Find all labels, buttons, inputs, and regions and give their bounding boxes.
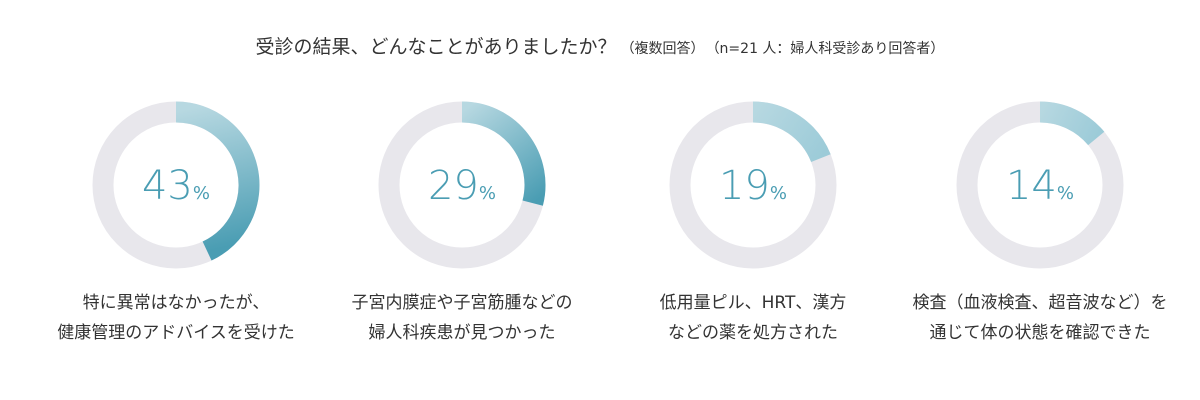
chart-title: 受診の結果、どんなことがありましたか？ （複数回答） （n=21 人：婦人科受診あり…	[0, 32, 1200, 59]
title-sample: （n=21 人：婦人科受診あり回答者）	[712, 41, 945, 57]
label-line: 婦人科疾患が見つかった	[368, 323, 556, 343]
donut-value-arc	[175, 101, 260, 261]
label-line: 検査（血液検査、超音波など）を	[912, 293, 1168, 313]
label-line: 特に異常はなかったが、	[82, 293, 270, 313]
title-main: 受診の結果、どんなことがありましたか？	[255, 36, 617, 58]
donut-3: 19%	[669, 101, 837, 269]
label-line: 子宮内膜症や子宮筋腫などの	[351, 293, 573, 313]
label-line: 健康管理のアドバイスを受けた	[57, 323, 295, 343]
donut-value-label: 43%	[142, 163, 210, 209]
donut-category-label: 子宮内膜症や子宮筋腫などの 婦人科疾患が見つかった	[317, 288, 607, 348]
donut-4: 14%	[956, 101, 1124, 269]
title-note: （複数回答）	[620, 41, 705, 57]
donut-value-arc	[1039, 101, 1105, 146]
donut-value-arc	[461, 101, 546, 206]
donut-category-label: 低用量ピル、HRT、漢方 などの薬を処方された	[608, 288, 898, 348]
donut-1: 43%	[92, 101, 260, 269]
donut-category-label: 検査（血液検査、超音波など）を 通じて体の状態を確認できた	[895, 288, 1185, 348]
donut-2: 29%	[378, 101, 546, 269]
donut-value-label: 19%	[719, 163, 787, 209]
label-line: 通じて体の状態を確認できた	[929, 323, 1151, 343]
label-line: などの薬を処方された	[668, 323, 838, 343]
label-line: 低用量ピル、HRT、漢方	[659, 293, 847, 313]
donut-value-arc	[752, 101, 831, 163]
donut-category-label: 特に異常はなかったが、健康管理のアドバイスを受けた	[31, 288, 321, 348]
donut-value-label: 29%	[428, 163, 496, 209]
donut-value-label: 14%	[1006, 163, 1074, 209]
